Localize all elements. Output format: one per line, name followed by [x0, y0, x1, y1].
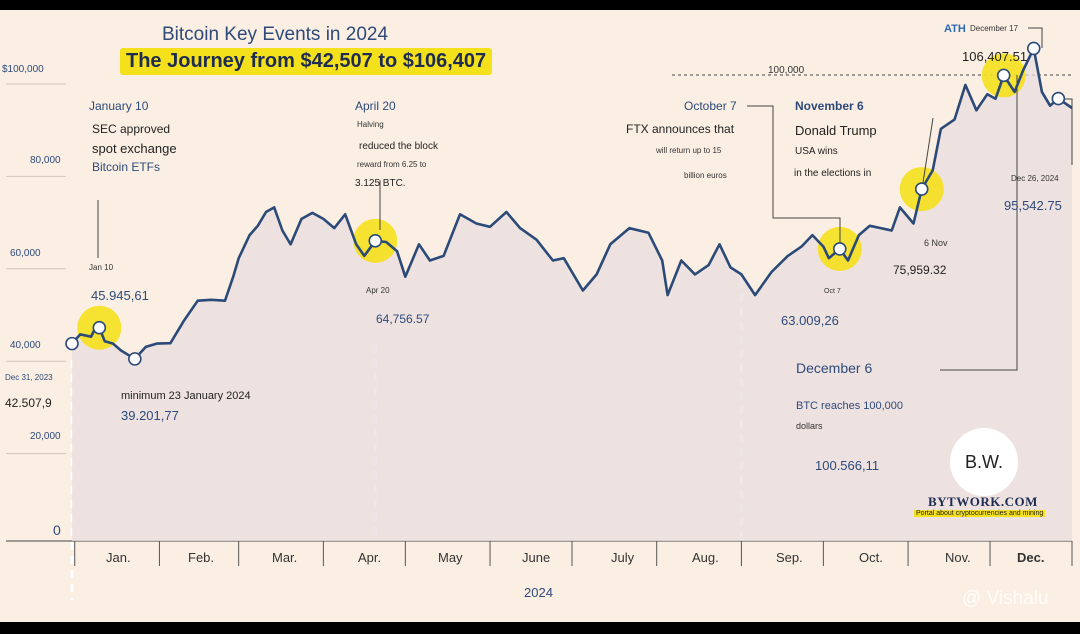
x-tick-label: Mar. — [272, 550, 298, 565]
apr20-tag: Apr 20 — [366, 286, 390, 295]
y-tick-label: 80,000 — [30, 155, 61, 166]
oct7-text: will return up to 15 — [656, 146, 722, 155]
apr20-text: reduced the block — [359, 141, 438, 152]
x-tick-label: Dec. — [1017, 550, 1045, 565]
chart-stage: Bitcoin Key Events in 2024 The Journey f… — [0, 10, 1080, 622]
jan10-text: Bitcoin ETFs — [92, 160, 161, 174]
apr20-text: Halving — [357, 120, 384, 129]
data-point-marker — [832, 242, 847, 256]
apr20-title: April 20 — [355, 99, 396, 113]
start-value-label: 42.507,9 — [5, 396, 52, 410]
x-tick-label: Oct. — [859, 550, 883, 565]
oct7-title: October 7 — [684, 99, 737, 113]
brand-name: BYTWORK.COM — [928, 494, 1038, 509]
jan10-value: 45.945,61 — [91, 288, 149, 303]
x-tick-label: Sep. — [776, 550, 803, 565]
x-tick-label: Apr. — [358, 550, 382, 565]
dec6-connector — [940, 75, 1018, 371]
data-point-marker — [1026, 41, 1041, 56]
dec26-value: 95,542.75 — [1004, 198, 1062, 213]
data-point-marker — [368, 234, 383, 248]
apr20-value: 64,756.57 — [376, 312, 430, 326]
nov6-title: November 6 — [795, 99, 864, 113]
nov6-text: in the elections in — [794, 168, 872, 179]
data-point-marker — [914, 182, 929, 196]
brand-tagline: Portal about cryptocurrencies and mining — [914, 510, 1046, 517]
oct7-tag: Oct 7 — [824, 288, 841, 295]
nov6-connector — [921, 117, 934, 190]
data-point-marker — [128, 352, 142, 366]
jan10-text: spot exchange — [92, 141, 177, 156]
min-value: 39.201,77 — [121, 408, 179, 423]
dec26-tag: Dec 26, 2024 — [1011, 174, 1059, 183]
min-label: minimum 23 January 2024 — [121, 390, 251, 402]
data-point-marker — [65, 336, 79, 351]
apr20-text: reward from 6.25 to — [357, 160, 427, 169]
logo-initials: B.W. — [964, 451, 1003, 472]
chart-title: Bitcoin Key Events in 2024 — [162, 24, 389, 45]
nov6-tag: 6 Nov — [924, 238, 948, 248]
ath-tag: ATH — [944, 23, 966, 35]
apr20-text: 3.125 BTC. — [355, 178, 406, 189]
dec6-text: dollars — [796, 421, 823, 431]
x-tick-label: Jan. — [106, 550, 131, 565]
y-tick-label: 60,000 — [10, 248, 41, 259]
nov6-value: 75,959.32 — [893, 263, 947, 277]
nov6-text: Donald Trump — [795, 123, 877, 138]
x-tick-label: July — [611, 550, 635, 565]
chart-subtitle: The Journey from $42,507 to $106,407 — [120, 48, 493, 75]
jan10-title: January 10 — [89, 99, 149, 113]
y-tick-label: $100,000 — [2, 64, 44, 75]
y-tick-label: 40,000 — [10, 340, 41, 351]
x-tick-label: Aug. — [692, 550, 719, 565]
oct7-connector — [747, 105, 841, 249]
dec6-text: BTC reaches 100,000 — [796, 400, 904, 412]
ath-connector — [1028, 27, 1043, 48]
x-tick-label: Feb. — [188, 550, 215, 565]
sep-min-value: 63.009,26 — [781, 313, 839, 328]
oct7-text: FTX announces that — [626, 122, 735, 136]
data-point-marker — [1051, 91, 1066, 106]
x-tick-label: Nov. — [945, 550, 971, 565]
watermark: @ Vishalu — [962, 588, 1049, 609]
price-chart — [6, 27, 1073, 600]
x-tick-label: May — [438, 550, 463, 565]
nov6-text: USA wins — [795, 146, 838, 157]
jan10-text: SEC approved — [92, 122, 171, 136]
y-tick-label: 0 — [53, 522, 61, 538]
ath-date: December 17 — [970, 24, 1019, 33]
dec6-value: 100.566,11 — [815, 458, 880, 473]
data-point-marker — [92, 320, 107, 335]
x-tick-label: June — [522, 550, 551, 565]
ath-value: 106,407.51 — [962, 49, 1028, 64]
bytwork-logo: B.W. — [950, 428, 1018, 496]
dec6-title: December 6 — [796, 360, 873, 376]
data-point-marker — [996, 68, 1011, 83]
y-tick-label: 20,000 — [30, 431, 61, 442]
x-axis-year: 2024 — [524, 585, 553, 600]
jan10-tag: Jan 10 — [89, 263, 114, 272]
oct7-text: billion euros — [684, 171, 727, 180]
reference-line-label: 100,000 — [768, 65, 805, 76]
start-date-label: Dec 31, 2023 — [5, 373, 53, 382]
price-area — [72, 48, 1072, 542]
